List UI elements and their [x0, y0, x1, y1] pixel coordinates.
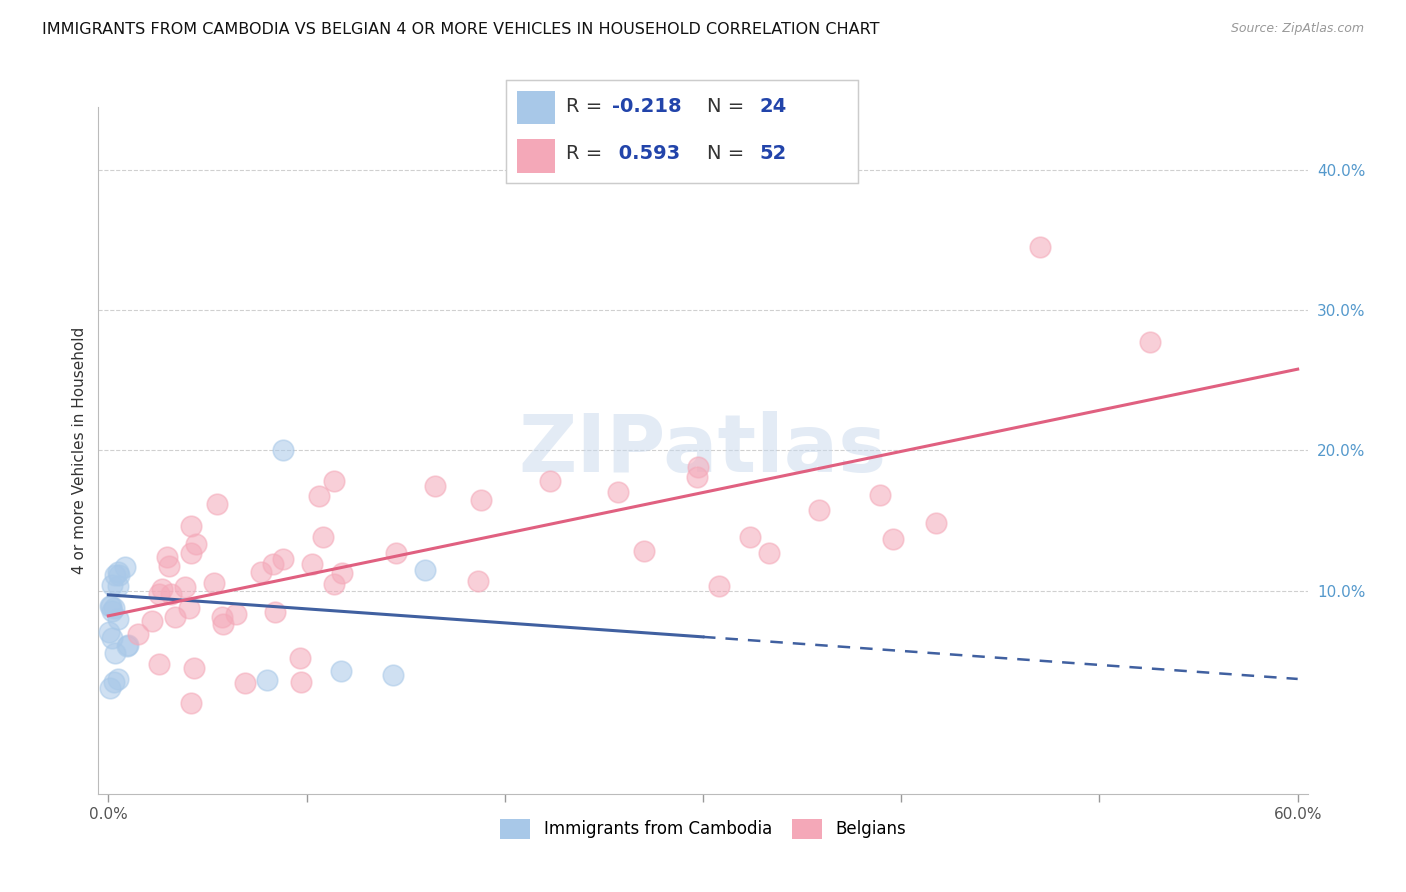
Point	[205, 497, 228, 511]
Point	[100, 578, 122, 592]
Point	[538, 474, 561, 488]
Point	[202, 576, 225, 591]
Point	[264, 606, 287, 620]
Point	[101, 604, 124, 618]
Point	[869, 488, 891, 502]
Point	[103, 675, 125, 690]
Point	[103, 600, 125, 615]
Point	[290, 651, 312, 665]
Point	[104, 567, 127, 582]
Point	[107, 565, 129, 579]
Point	[100, 599, 122, 613]
Point	[758, 546, 780, 560]
Text: ZIPatlas: ZIPatlas	[519, 411, 887, 490]
Point	[882, 533, 904, 547]
Text: 0.593: 0.593	[612, 145, 679, 163]
Point	[186, 537, 208, 551]
Point	[160, 587, 183, 601]
Point	[330, 566, 353, 580]
Point	[250, 565, 273, 579]
Point	[740, 530, 762, 544]
Point	[329, 664, 352, 678]
Point	[256, 673, 278, 687]
Point	[322, 576, 344, 591]
Text: 24: 24	[759, 97, 786, 116]
Point	[148, 657, 170, 672]
Point	[423, 479, 446, 493]
Point	[262, 557, 284, 571]
Point	[98, 681, 121, 695]
Point	[157, 559, 180, 574]
Point	[606, 485, 628, 500]
Point	[211, 609, 233, 624]
Text: IMMIGRANTS FROM CAMBODIA VS BELGIAN 4 OR MORE VEHICLES IN HOUSEHOLD CORRELATION : IMMIGRANTS FROM CAMBODIA VS BELGIAN 4 OR…	[42, 22, 880, 37]
Point	[179, 601, 201, 615]
Point	[924, 516, 946, 530]
Point	[155, 549, 177, 564]
Point	[179, 518, 201, 533]
Point	[163, 610, 186, 624]
Point	[470, 493, 492, 508]
Point	[382, 667, 405, 681]
Point	[808, 502, 831, 516]
Point	[115, 639, 138, 653]
Point	[107, 579, 129, 593]
Text: 52: 52	[759, 145, 786, 163]
Point	[709, 579, 731, 593]
Text: R =: R =	[565, 145, 609, 163]
Point	[104, 646, 127, 660]
Text: N =: N =	[707, 145, 749, 163]
Point	[100, 599, 122, 613]
Point	[311, 530, 333, 544]
Point	[290, 675, 312, 690]
Point	[183, 661, 205, 675]
Point	[273, 443, 295, 458]
Point	[117, 638, 139, 652]
Point	[301, 557, 323, 571]
Text: N =: N =	[707, 97, 749, 116]
Text: -0.218: -0.218	[612, 97, 682, 116]
Point	[467, 574, 489, 589]
Point	[415, 563, 437, 577]
Point	[633, 544, 655, 558]
Point	[173, 581, 195, 595]
Point	[180, 696, 202, 710]
Point	[101, 631, 124, 645]
Point	[1029, 240, 1052, 254]
Point	[127, 627, 149, 641]
Point	[180, 545, 202, 559]
Point	[107, 673, 129, 687]
Point	[148, 587, 170, 601]
Point	[385, 546, 408, 560]
Point	[141, 614, 163, 628]
Point	[107, 612, 129, 626]
Y-axis label: 4 or more Vehicles in Household: 4 or more Vehicles in Household	[72, 326, 87, 574]
Text: Source: ZipAtlas.com: Source: ZipAtlas.com	[1230, 22, 1364, 36]
Point	[308, 489, 330, 503]
Point	[150, 582, 173, 596]
Point	[1139, 334, 1161, 349]
Point	[323, 474, 346, 488]
Point	[225, 607, 247, 621]
Text: R =: R =	[565, 97, 609, 116]
Point	[108, 568, 131, 582]
Bar	[517, 91, 555, 124]
Point	[98, 624, 121, 639]
Point	[686, 470, 709, 484]
Point	[114, 560, 136, 574]
Point	[271, 552, 294, 566]
Point	[686, 459, 709, 474]
Legend: Immigrants from Cambodia, Belgians: Immigrants from Cambodia, Belgians	[492, 810, 914, 847]
Point	[211, 617, 233, 632]
Point	[233, 675, 256, 690]
Bar	[517, 139, 555, 173]
